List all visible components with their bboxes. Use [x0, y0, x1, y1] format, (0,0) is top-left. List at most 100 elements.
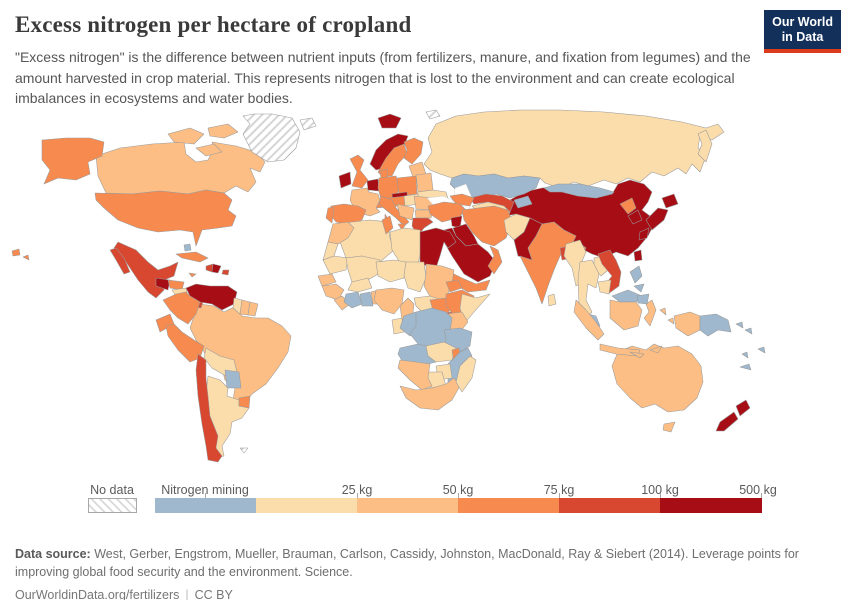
- country-solomon-islands2[interactable]: [744, 327, 753, 335]
- country-fiji[interactable]: [757, 346, 766, 354]
- country-dominican-republic[interactable]: [211, 263, 222, 274]
- legend-swatch-50kg[interactable]: [357, 498, 458, 513]
- country-burkina-faso[interactable]: [347, 277, 373, 293]
- country-canada-arctic1[interactable]: [167, 127, 205, 145]
- country-mexico-baja[interactable]: [109, 247, 131, 275]
- country-madagascar[interactable]: [455, 355, 477, 393]
- country-serbia[interactable]: [396, 203, 415, 221]
- country-netherlands-belgium[interactable]: [366, 178, 380, 192]
- country-chile[interactable]: [195, 353, 223, 463]
- country-iran[interactable]: [461, 205, 513, 247]
- country-philippines-mindanao[interactable]: [636, 293, 650, 305]
- country-ghana[interactable]: [359, 291, 374, 307]
- owid-url-link[interactable]: OurWorldinData.org/fertilizers: [15, 587, 180, 600]
- country-nigeria[interactable]: [373, 287, 405, 315]
- legend-swatch-75kg[interactable]: [458, 498, 559, 513]
- country-guatemala[interactable]: [155, 277, 171, 291]
- country-india[interactable]: [519, 221, 587, 305]
- country-indonesia-sumatra[interactable]: [573, 299, 605, 341]
- country-south-korea[interactable]: [627, 209, 643, 225]
- country-philippines-visayas[interactable]: [633, 283, 645, 293]
- legend-swatch-500kg[interactable]: [660, 498, 762, 513]
- country-ireland[interactable]: [338, 171, 352, 189]
- country-niger[interactable]: [375, 259, 407, 283]
- country-canada-arctic3[interactable]: [195, 143, 223, 157]
- country-belarus[interactable]: [415, 172, 434, 193]
- country-canada[interactable]: [95, 141, 266, 195]
- country-new-zealand-north[interactable]: [735, 399, 751, 417]
- country-russia-kamchatka[interactable]: [697, 129, 713, 163]
- country-solomon-islands[interactable]: [735, 321, 744, 329]
- country-bahamas[interactable]: [183, 243, 192, 252]
- country-uruguay[interactable]: [238, 395, 251, 409]
- country-gabon[interactable]: [391, 317, 405, 335]
- country-namibia[interactable]: [397, 359, 433, 391]
- country-vietnam[interactable]: [597, 249, 622, 295]
- country-chad[interactable]: [403, 261, 427, 293]
- country-canada-arctic2[interactable]: [207, 123, 239, 139]
- country-oman[interactable]: [487, 245, 503, 275]
- country-australia-tasmania[interactable]: [662, 421, 676, 433]
- country-greenland-ne[interactable]: [299, 117, 317, 131]
- country-guinea[interactable]: [321, 283, 345, 301]
- country-indonesia-kalimantan[interactable]: [609, 299, 643, 331]
- country-somalia[interactable]: [459, 293, 491, 325]
- country-portugal[interactable]: [325, 206, 335, 224]
- country-falkland-islands[interactable]: [239, 447, 249, 454]
- country-indonesia-lesser-sunda[interactable]: [629, 351, 645, 359]
- country-peru[interactable]: [165, 323, 205, 363]
- country-svalbard[interactable]: [425, 109, 441, 120]
- country-hawaii[interactable]: [11, 248, 21, 257]
- legend-no-data-swatch[interactable]: [88, 498, 137, 513]
- country-senegal[interactable]: [317, 273, 337, 287]
- country-italy[interactable]: [378, 195, 410, 227]
- country-sri-lanka[interactable]: [547, 293, 557, 307]
- country-finland[interactable]: [403, 137, 424, 165]
- country-caucasus[interactable]: [449, 193, 475, 207]
- legend-swatch-mining[interactable]: [155, 498, 256, 513]
- country-puerto-rico[interactable]: [221, 269, 230, 276]
- country-mauritania[interactable]: [322, 255, 349, 275]
- country-indonesia-maluku2[interactable]: [667, 317, 675, 325]
- legend-swatch-100kg[interactable]: [559, 498, 660, 513]
- country-hawaii2[interactable]: [22, 254, 30, 261]
- country-vanuatu[interactable]: [741, 351, 749, 359]
- country-colombia[interactable]: [162, 291, 201, 325]
- country-indonesia-timor[interactable]: [649, 345, 663, 354]
- license-badge: CC BY: [194, 587, 233, 600]
- country-eritrea[interactable]: [445, 279, 463, 293]
- country-cuba[interactable]: [175, 251, 209, 263]
- country-philippines-luzon[interactable]: [629, 265, 643, 284]
- country-north-korea[interactable]: [619, 197, 637, 215]
- country-cambodia[interactable]: [597, 279, 612, 295]
- country-greenland[interactable]: [242, 113, 301, 163]
- country-new-caledonia[interactable]: [739, 363, 752, 371]
- country-thailand[interactable]: [577, 259, 600, 319]
- country-united-kingdom[interactable]: [349, 154, 369, 189]
- country-tunisia[interactable]: [381, 215, 394, 235]
- country-italy-sicily[interactable]: [397, 223, 407, 231]
- country-papua-new-guinea[interactable]: [699, 313, 732, 337]
- country-paraguay[interactable]: [224, 369, 242, 389]
- country-alaska[interactable]: [41, 137, 105, 185]
- owid-logo[interactable]: Our World in Data: [764, 10, 841, 53]
- country-kyrgyzstan[interactable]: [513, 195, 533, 209]
- country-bulgaria[interactable]: [414, 209, 434, 219]
- country-indonesia-sulawesi[interactable]: [643, 299, 657, 327]
- country-indonesia-papua[interactable]: [673, 311, 701, 337]
- country-united-states[interactable]: [94, 189, 237, 247]
- country-mongolia[interactable]: [543, 183, 615, 199]
- country-australia[interactable]: [611, 343, 704, 413]
- country-taiwan[interactable]: [633, 249, 643, 262]
- legend-swatch-25kg[interactable]: [256, 498, 357, 513]
- country-japan-kyushu[interactable]: [638, 227, 650, 241]
- country-jamaica[interactable]: [188, 272, 197, 278]
- country-indonesia-maluku[interactable]: [659, 307, 667, 316]
- country-french-guiana[interactable]: [247, 301, 259, 317]
- country-japan-hokkaido[interactable]: [661, 193, 679, 209]
- country-ivory-coast[interactable]: [343, 291, 363, 309]
- country-japan-honshu[interactable]: [645, 207, 669, 231]
- country-mali[interactable]: [345, 255, 381, 283]
- country-iceland[interactable]: [377, 113, 402, 129]
- country-new-zealand-south[interactable]: [715, 411, 739, 432]
